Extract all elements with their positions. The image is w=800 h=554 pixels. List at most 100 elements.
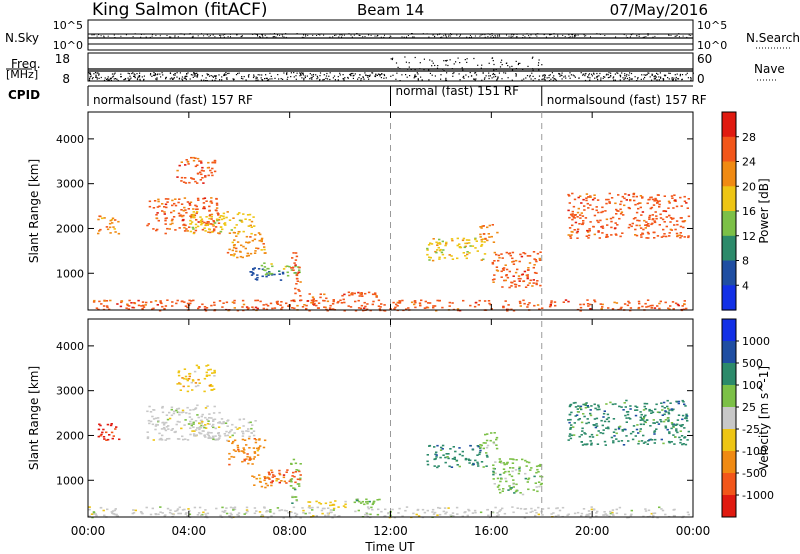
velocity-cell xyxy=(642,409,646,411)
freq-dot xyxy=(299,75,301,77)
nsky-dot xyxy=(312,34,314,36)
nsky-dot xyxy=(197,35,199,37)
freq-dot xyxy=(120,76,122,78)
power-cell xyxy=(676,223,679,226)
power-cell xyxy=(497,259,500,262)
power-cell xyxy=(645,306,648,308)
power-cell xyxy=(535,260,538,263)
velocity-colorbar-swatch xyxy=(722,451,736,474)
power-cell xyxy=(682,308,686,311)
freq-dot xyxy=(651,73,653,75)
power-cell xyxy=(293,262,296,264)
freq-dot xyxy=(353,74,355,77)
nsky-dot xyxy=(151,35,153,37)
power-cell xyxy=(523,252,527,255)
velocity-cell xyxy=(156,424,159,426)
velocity-cell xyxy=(359,502,363,504)
power-cell xyxy=(682,220,685,223)
freq-dot xyxy=(366,75,368,77)
freq-dot xyxy=(594,77,596,79)
velocity-cell xyxy=(512,482,515,485)
velocity-cell xyxy=(188,416,192,418)
power-cell xyxy=(617,194,620,196)
velocity-cell xyxy=(224,422,228,424)
velocity-cell xyxy=(190,418,194,421)
power-cell xyxy=(254,306,258,309)
velocity-cell xyxy=(622,444,626,446)
velocity-cell xyxy=(295,469,298,471)
power-cell xyxy=(519,277,522,280)
velocity-cell xyxy=(509,458,512,460)
power-cell xyxy=(614,222,617,224)
velocity-cell xyxy=(535,486,538,488)
velocity-cell xyxy=(233,439,237,442)
power-cell xyxy=(573,229,576,231)
velocity-ytick-label: 2000 xyxy=(56,429,84,442)
velocity-cell xyxy=(212,426,215,429)
power-cell xyxy=(235,250,238,253)
velocity-cell xyxy=(204,436,207,438)
power-cell xyxy=(97,232,100,235)
velocity-cell xyxy=(477,445,480,448)
velocity-cell xyxy=(176,408,179,410)
freq-dot xyxy=(475,72,477,74)
power-cell xyxy=(681,305,684,307)
power-cell xyxy=(336,301,339,304)
freq-dot xyxy=(548,74,550,77)
power-cell xyxy=(200,169,204,172)
velocity-cell xyxy=(570,411,573,414)
velocity-cell xyxy=(602,416,605,418)
freq-dot xyxy=(257,79,259,81)
power-cell xyxy=(270,274,274,276)
freq-dot xyxy=(266,77,268,79)
power-cell xyxy=(467,239,471,241)
power-cell xyxy=(196,157,200,160)
freq-dot xyxy=(420,76,422,78)
freq-dot xyxy=(182,79,184,81)
freq-dot xyxy=(205,77,207,79)
velocity-cell xyxy=(649,425,652,427)
velocity-cell xyxy=(412,512,415,515)
freq-dot xyxy=(417,73,419,75)
freq-dot xyxy=(473,57,475,60)
power-cell xyxy=(343,309,346,312)
velocity-cell xyxy=(494,461,497,463)
power-cell xyxy=(148,205,152,208)
velocity-cell xyxy=(160,439,164,441)
velocity-cell xyxy=(660,508,663,510)
velocity-cell xyxy=(212,423,215,426)
freq-dot xyxy=(429,72,431,74)
power-cell xyxy=(362,309,365,312)
velocity-cell xyxy=(630,509,633,512)
velocity-cell xyxy=(577,418,580,421)
power-cell xyxy=(260,240,263,243)
power-cell xyxy=(595,206,598,208)
velocity-cell xyxy=(184,513,187,515)
power-cell xyxy=(533,271,537,274)
velocity-cell xyxy=(643,405,646,408)
power-cell xyxy=(188,204,192,206)
freq-dot xyxy=(588,74,590,76)
velocity-cell xyxy=(426,460,429,463)
power-cell xyxy=(654,211,657,213)
velocity-cell xyxy=(595,425,599,427)
velocity-cell xyxy=(182,438,185,441)
velocity-cell xyxy=(273,475,276,478)
power-cell xyxy=(673,194,676,196)
velocity-cell xyxy=(299,474,302,476)
velocity-cell xyxy=(517,472,521,475)
power-cell xyxy=(203,197,207,199)
freq-dot xyxy=(270,75,272,77)
power-cell xyxy=(582,222,585,224)
nsky-dot xyxy=(529,36,531,38)
velocity-cell xyxy=(105,439,108,441)
power-cell xyxy=(394,306,397,309)
velocity-cell xyxy=(640,413,643,416)
velocity-cell xyxy=(446,456,449,458)
velocity-cell xyxy=(653,431,656,433)
velocity-cell xyxy=(353,501,356,504)
power-cell xyxy=(290,267,293,269)
velocity-cell xyxy=(652,514,655,517)
freq-dot xyxy=(352,75,354,77)
power-cell xyxy=(247,307,250,309)
